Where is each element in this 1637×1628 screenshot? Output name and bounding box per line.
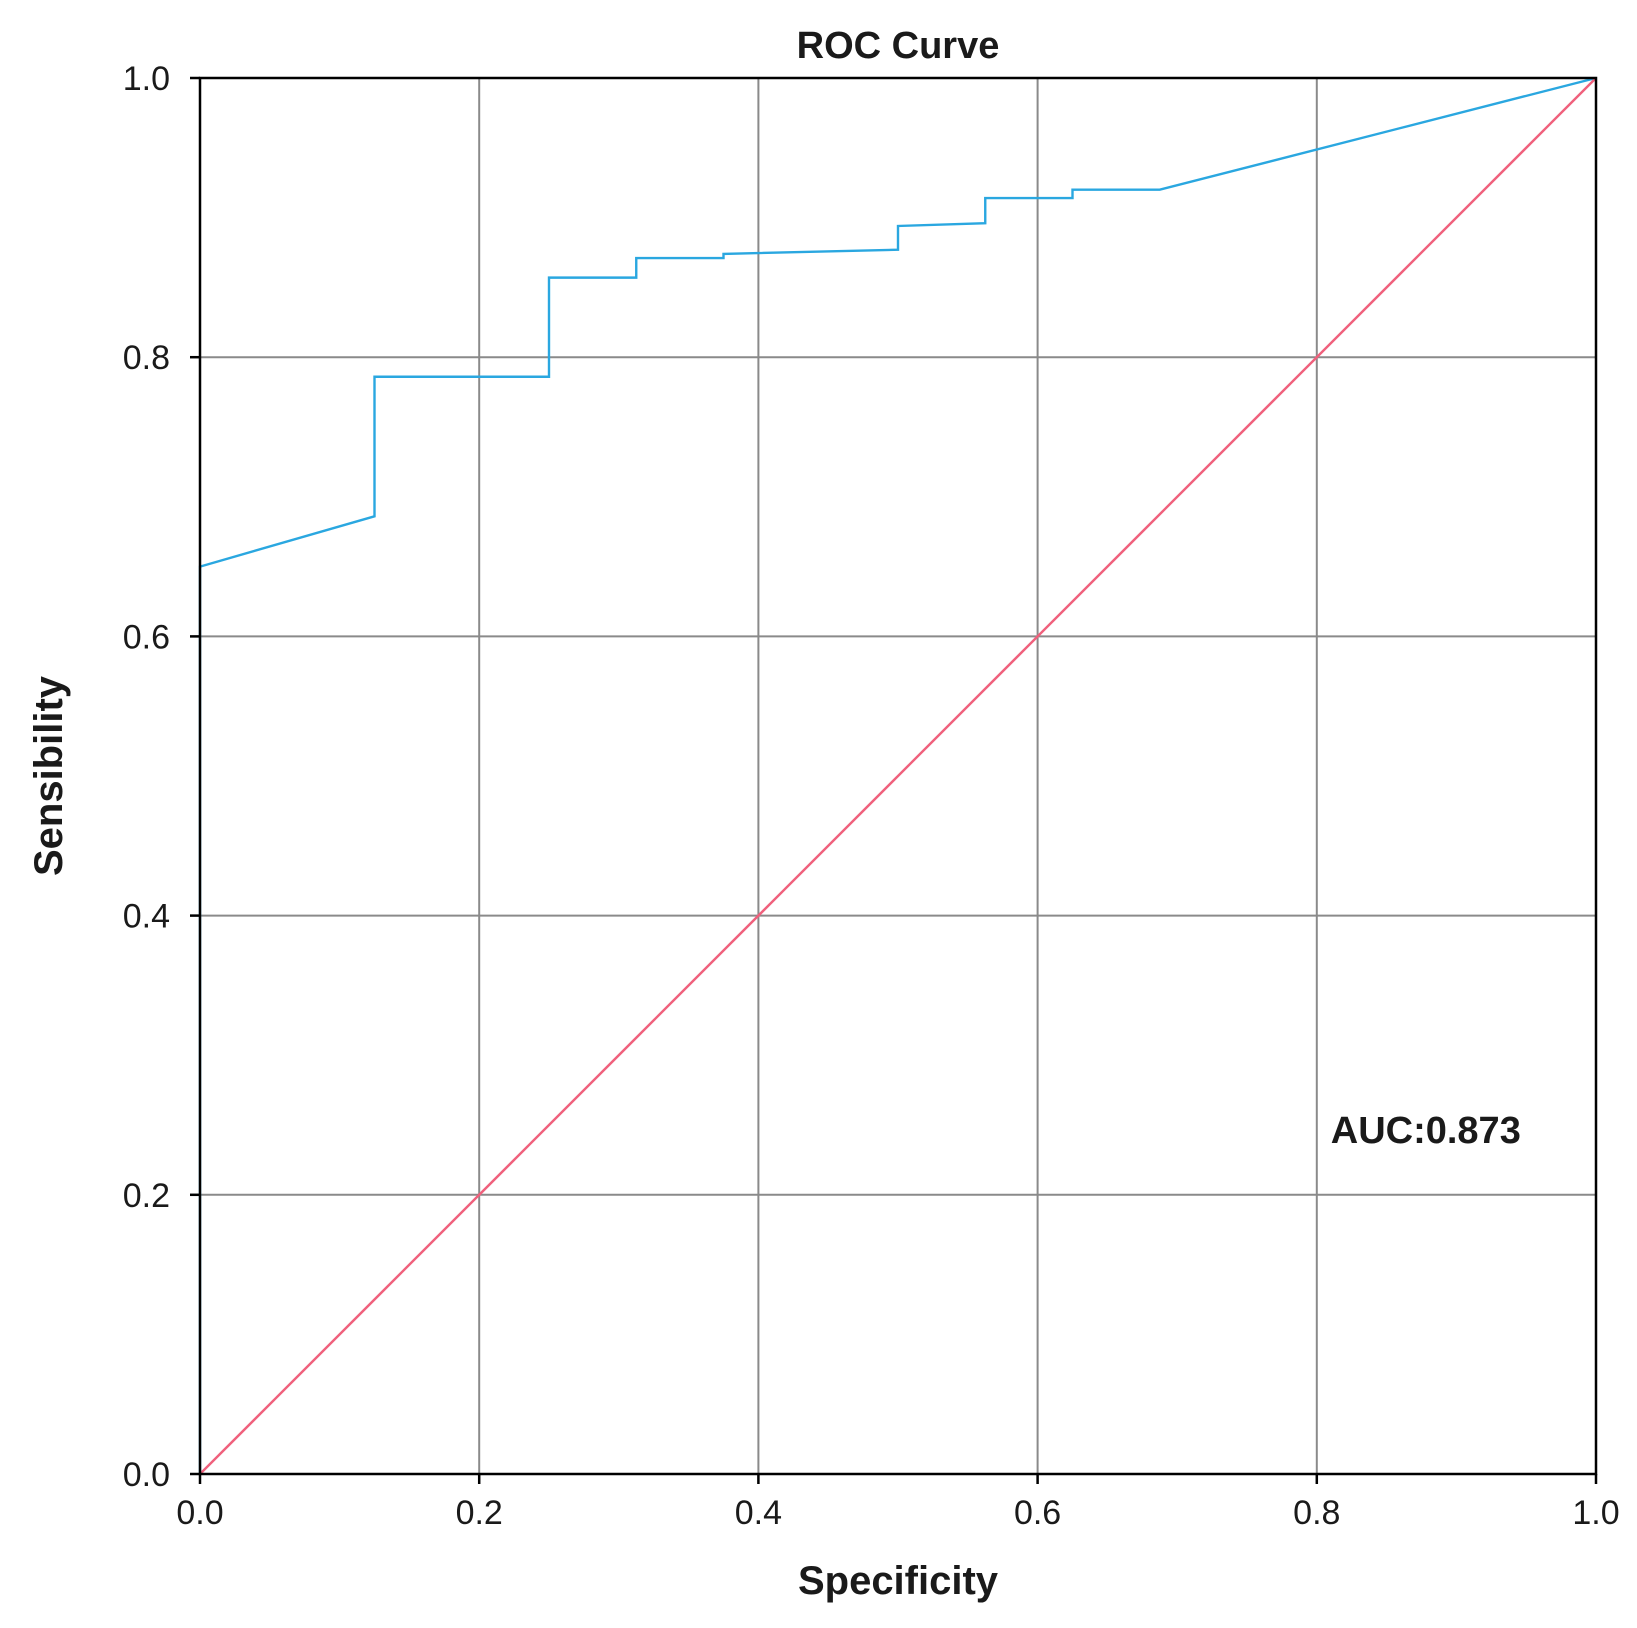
y-tick-label: 0.4 bbox=[123, 898, 170, 936]
x-tick-label: 0.6 bbox=[1014, 1494, 1061, 1532]
x-tick-label: 0.2 bbox=[456, 1494, 503, 1532]
y-tick-label: 0.8 bbox=[123, 339, 170, 377]
y-axis-label: Sensibility bbox=[27, 675, 71, 876]
series-reference-line bbox=[199, 77, 1597, 1475]
x-tick-label: 0.4 bbox=[735, 1494, 782, 1532]
y-tick-label: 0.2 bbox=[123, 1177, 170, 1215]
auc-annotation: AUC:0.873 bbox=[1331, 1110, 1521, 1152]
tick-marks bbox=[190, 76, 1598, 1484]
plot-frame bbox=[198, 76, 1598, 1476]
x-tick-label: 0.8 bbox=[1293, 1494, 1340, 1532]
series-roc-line bbox=[198, 76, 1597, 1474]
x-tick-label: 1.0 bbox=[1572, 1494, 1619, 1532]
x-tick-label: 0.0 bbox=[176, 1494, 223, 1532]
y-tick-labels: 0.0 0.2 0.4 0.6 0.8 1.0 bbox=[123, 60, 170, 1494]
y-tick-label: 1.0 bbox=[123, 60, 170, 98]
y-tick-label: 0.6 bbox=[123, 618, 170, 656]
x-axis-label: Specificity bbox=[798, 1559, 999, 1603]
series-layer bbox=[198, 76, 1597, 1475]
y-tick-label: 0.0 bbox=[123, 1456, 170, 1494]
chart-title: ROC Curve bbox=[797, 25, 1000, 67]
x-tick-labels: 0.0 0.2 0.4 0.6 0.8 1.0 bbox=[176, 1494, 1619, 1532]
